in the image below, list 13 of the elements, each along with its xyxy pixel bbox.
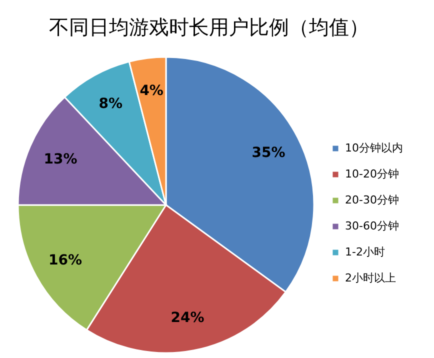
legend-label: 10分钟以内 (345, 142, 403, 154)
data-label: 35% (252, 144, 286, 161)
data-label: 8% (98, 96, 122, 112)
data-label: 13% (44, 151, 78, 168)
legend-label: 1-2小时 (345, 246, 385, 258)
data-label: 24% (170, 310, 204, 326)
legend-label: 10-20分钟 (345, 168, 399, 180)
data-label: 16% (48, 252, 82, 268)
legend-label: 30-60分钟 (345, 220, 399, 232)
legend-label: 20-30分钟 (345, 194, 399, 206)
chart-title: 不同日均游戏时长用户比例（均值） (49, 15, 369, 39)
data-label: 4% (140, 82, 164, 99)
legend-label: 2小时以上 (345, 272, 396, 284)
